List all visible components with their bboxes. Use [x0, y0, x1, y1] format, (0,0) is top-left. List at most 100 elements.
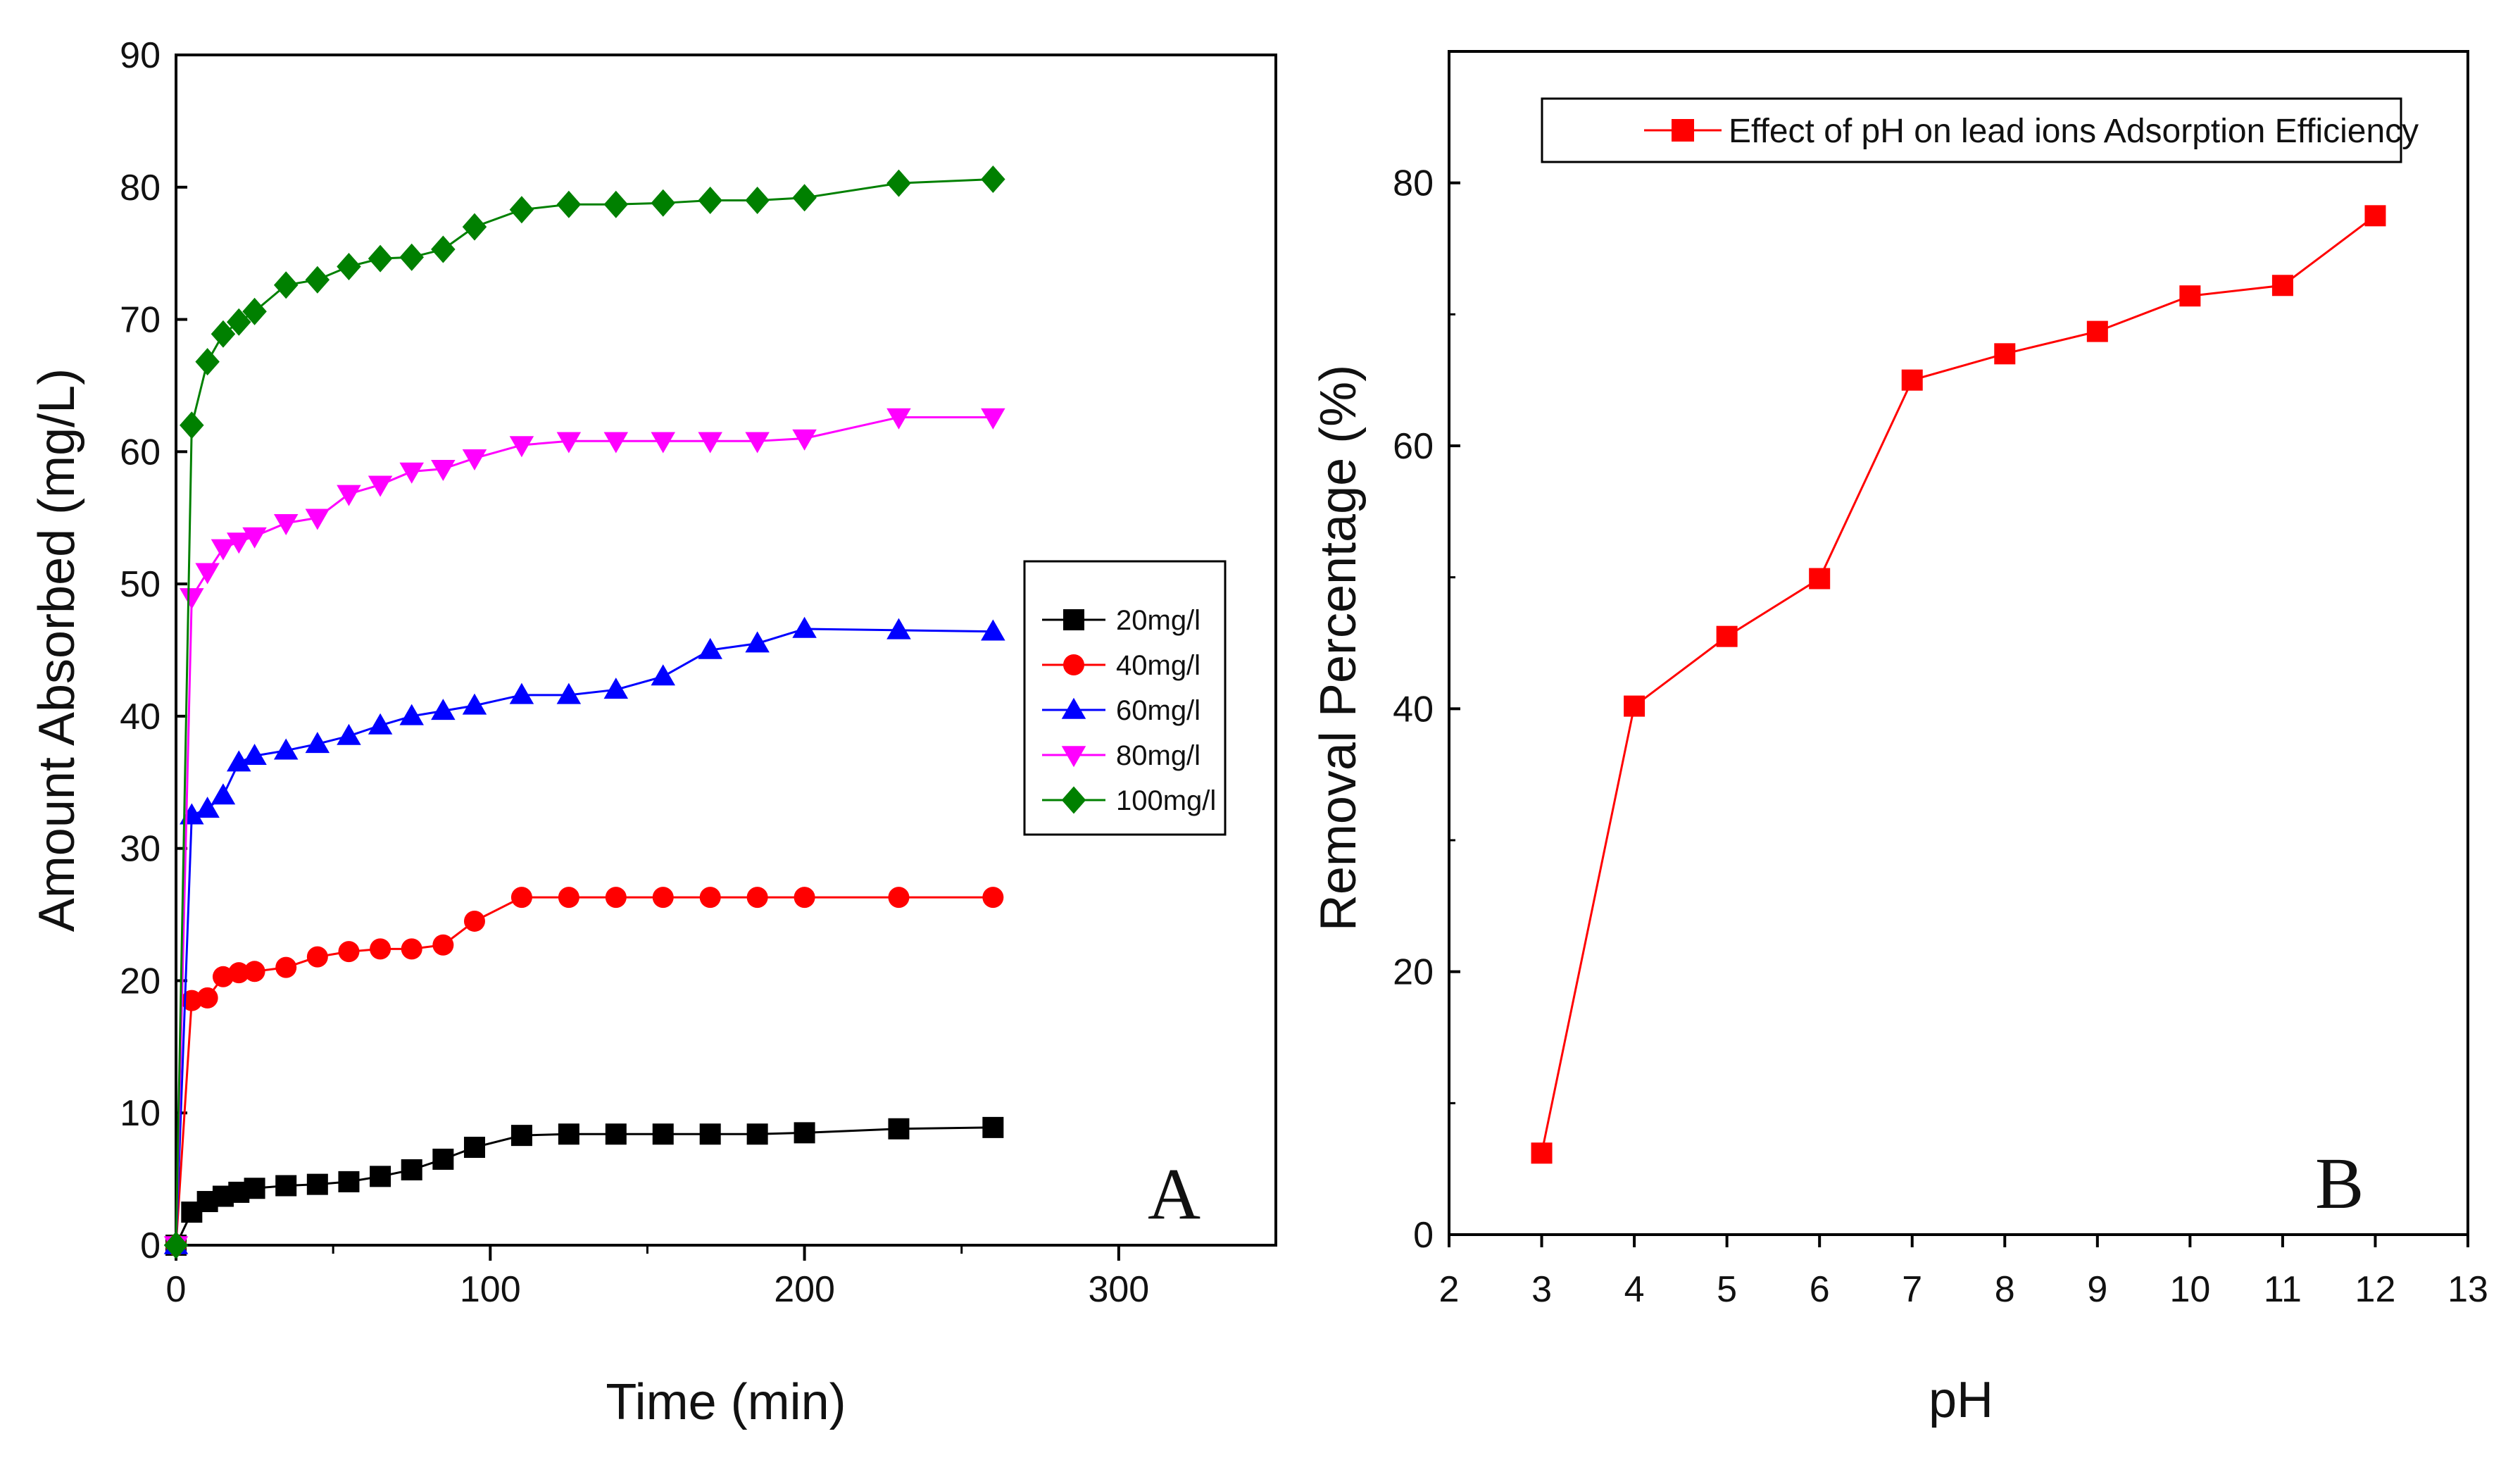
data-point [981, 408, 1005, 430]
x-tick-label: 4 [1624, 1269, 1645, 1310]
data-point [338, 1171, 360, 1192]
data-point [275, 956, 297, 978]
data-point [306, 1173, 328, 1195]
chart-b-y-axis-title: Removal Percentage (%) [1310, 365, 1367, 931]
data-point [603, 190, 629, 218]
legend-marker [1063, 654, 1084, 675]
data-point [195, 563, 220, 585]
series-line [175, 1126, 993, 1246]
y-tick-label: 90 [120, 35, 161, 76]
data-point [886, 408, 911, 430]
chart-b-x-ticks: 2 3 4 5 6 7 8 9 10 11 12 13 [1439, 1235, 2488, 1310]
data-point [698, 187, 722, 215]
x-tick-label: 8 [1995, 1269, 2015, 1310]
legend-marker [1672, 119, 1694, 142]
data-point [242, 527, 267, 549]
legend-item: 100mg/l [1042, 785, 1216, 816]
x-tick-label: 0 [166, 1269, 187, 1310]
x-tick-label: 12 [2355, 1269, 2396, 1310]
chart-a-legend: 20mg/l 40mg/l 60mg/l 80mg/l 100mg/l [1023, 560, 1227, 836]
data-point [556, 432, 582, 454]
data-point [368, 244, 393, 273]
data-point [652, 887, 674, 909]
data-point [401, 1159, 422, 1180]
x-tick-label: 300 [1088, 1269, 1149, 1310]
x-tick-label: 2 [1439, 1269, 1460, 1310]
chart-a-legend-box [1023, 560, 1227, 836]
data-point [462, 213, 487, 241]
data-point [399, 462, 424, 484]
chart-b-x-axis-title: pH [1929, 1372, 1993, 1428]
data-point [273, 271, 299, 299]
legend-marker [1061, 697, 1086, 719]
series-20mg/l [165, 1116, 1004, 1256]
data-point [368, 475, 393, 497]
data-point [1901, 369, 1923, 391]
y-tick-label: 40 [120, 697, 161, 737]
data-point [651, 189, 675, 217]
data-point [745, 432, 770, 454]
data-point [509, 196, 534, 224]
data-point [431, 459, 456, 481]
chart-a-x-ticks: 0 100 200 300 [166, 1245, 1149, 1310]
data-point [981, 619, 1005, 641]
chart-b-y-ticks: 0 20 40 60 80 [1393, 163, 1460, 1256]
series-line [175, 896, 993, 1246]
y-tick-label: 80 [120, 168, 161, 208]
data-point [273, 513, 299, 535]
legend-item: 60mg/l [1042, 695, 1201, 726]
data-point [399, 704, 424, 725]
chart-a-y-axis-title: Amount Absorbed (mg/L) [29, 368, 85, 932]
data-point [556, 682, 582, 704]
data-point [886, 169, 911, 197]
legend-marker [1061, 746, 1086, 768]
y-tick-label: 80 [1393, 163, 1434, 204]
series-80mg/l [163, 408, 1005, 1258]
data-point [273, 738, 299, 760]
data-point [244, 961, 265, 982]
chart-a-y-ticks: 0 10 20 30 40 50 60 70 80 90 [120, 35, 187, 1266]
data-point [746, 1123, 768, 1145]
data-point [509, 436, 534, 458]
y-tick-label: 30 [120, 829, 161, 870]
data-point [745, 631, 770, 653]
x-tick-label: 5 [1717, 1269, 1737, 1310]
data-point [699, 887, 721, 909]
series-Effect of pH on lead ions Adsorption Efficiency [1531, 205, 2386, 1164]
data-point [244, 1178, 265, 1199]
data-point [370, 1166, 391, 1187]
series-100mg/l [163, 166, 1005, 1259]
data-point [794, 887, 815, 909]
chart-b-plot-area [1448, 50, 2469, 1236]
legend-label: 60mg/l [1116, 695, 1201, 726]
data-point [982, 1116, 1004, 1138]
legend-item: Effect of pH on lead ions Adsorption Eff… [1644, 113, 2419, 150]
data-point [792, 429, 817, 451]
data-point [306, 946, 328, 968]
data-point [603, 678, 629, 699]
chart-b-series [1531, 205, 2386, 1164]
x-tick-label: 13 [2447, 1269, 2488, 1310]
x-tick-label: 100 [460, 1269, 521, 1310]
data-point [1624, 695, 1645, 717]
legend-label: 20mg/l [1116, 605, 1201, 636]
data-point [746, 887, 768, 909]
data-point [337, 485, 361, 506]
data-point [305, 508, 330, 530]
chart-b-panel-letter: B [2315, 1143, 2364, 1224]
data-point [463, 1137, 485, 1159]
data-point [399, 243, 424, 271]
data-point [227, 308, 251, 336]
data-point [368, 713, 393, 735]
series-line [175, 178, 993, 1246]
data-point [2364, 205, 2386, 227]
x-tick-label: 7 [1902, 1269, 1922, 1310]
data-point [196, 987, 218, 1009]
data-point [698, 637, 722, 659]
data-point [211, 539, 236, 561]
data-point [462, 693, 487, 715]
data-point [1809, 568, 1831, 589]
data-point [698, 432, 722, 454]
data-point [432, 1148, 454, 1170]
